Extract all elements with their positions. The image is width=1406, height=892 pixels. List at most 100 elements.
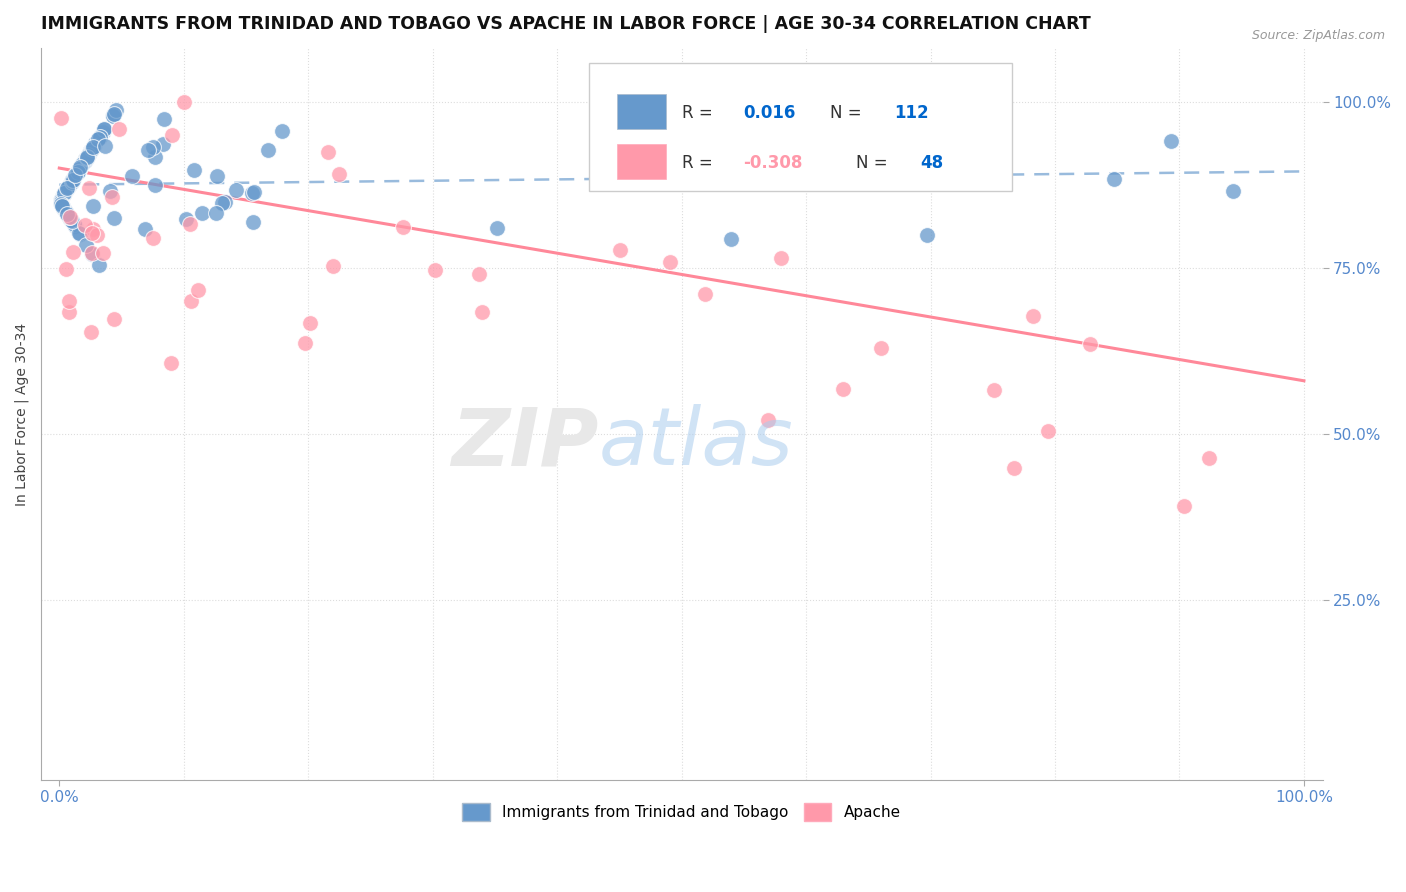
Point	[770, 153, 793, 168]
Point	[77, 147, 100, 161]
Point	[294, 336, 316, 351]
Point	[180, 293, 202, 308]
Point	[52, 187, 75, 202]
Point	[93, 121, 115, 136]
Point	[873, 160, 896, 174]
Point	[60, 214, 83, 228]
Point	[94, 139, 117, 153]
Point	[56, 207, 79, 221]
Point	[1022, 309, 1045, 323]
Point	[737, 171, 759, 186]
Point	[103, 107, 125, 121]
Point	[58, 305, 80, 319]
Point	[77, 181, 100, 195]
Text: N =: N =	[831, 103, 868, 122]
Point	[242, 215, 264, 229]
Point	[316, 145, 339, 159]
Point	[152, 136, 174, 151]
Point	[52, 201, 75, 215]
Point	[66, 166, 89, 180]
Point	[86, 228, 108, 243]
Point	[58, 293, 80, 308]
Text: IMMIGRANTS FROM TRINIDAD AND TOBAGO VS APACHE IN LABOR FORCE | AGE 30-34 CORRELA: IMMIGRANTS FROM TRINIDAD AND TOBAGO VS A…	[41, 15, 1091, 33]
Point	[66, 165, 89, 179]
Point	[612, 95, 634, 110]
Point	[49, 194, 72, 208]
Point	[62, 217, 84, 231]
Text: N =: N =	[856, 154, 893, 172]
Point	[82, 199, 104, 213]
Point	[84, 136, 107, 151]
Point	[832, 382, 855, 396]
Point	[58, 210, 80, 224]
Point	[79, 145, 101, 159]
Point	[183, 162, 205, 177]
Point	[51, 198, 73, 212]
Point	[191, 206, 214, 220]
Point	[69, 161, 91, 175]
Point	[77, 146, 100, 161]
Point	[77, 147, 100, 161]
Point	[485, 221, 508, 235]
Point	[59, 211, 82, 225]
Point	[101, 108, 124, 122]
Point	[91, 125, 114, 139]
Text: 0.016: 0.016	[744, 103, 796, 122]
Point	[69, 227, 91, 242]
Point	[75, 153, 97, 167]
Point	[915, 227, 938, 242]
Point	[392, 220, 415, 235]
Legend: Immigrants from Trinidad and Tobago, Apache: Immigrants from Trinidad and Tobago, Apa…	[457, 797, 907, 827]
Point	[49, 195, 72, 210]
Point	[51, 198, 73, 212]
Point	[59, 211, 82, 226]
Point	[56, 182, 79, 196]
Point	[107, 121, 129, 136]
Point	[298, 316, 321, 330]
Point	[1222, 184, 1244, 198]
Point	[211, 195, 233, 210]
Point	[152, 112, 174, 126]
Point	[52, 200, 75, 214]
Point	[322, 259, 344, 273]
Point	[187, 283, 209, 297]
Point	[49, 194, 72, 209]
Point	[89, 129, 111, 144]
Point	[66, 166, 89, 180]
Text: 112: 112	[894, 103, 929, 122]
Point	[67, 161, 90, 176]
Point	[72, 157, 94, 171]
Y-axis label: In Labor Force | Age 30-34: In Labor Force | Age 30-34	[15, 323, 30, 506]
Point	[52, 200, 75, 214]
Point	[83, 139, 105, 153]
Point	[134, 222, 156, 236]
Point	[55, 205, 77, 219]
Point	[467, 268, 489, 282]
Text: R =: R =	[682, 103, 717, 122]
Text: Source: ZipAtlas.com: Source: ZipAtlas.com	[1251, 29, 1385, 42]
Point	[983, 383, 1005, 397]
Bar	[617, 94, 666, 128]
Point	[53, 202, 76, 217]
Point	[103, 312, 125, 326]
Point	[160, 128, 183, 142]
Point	[63, 219, 86, 234]
Point	[257, 143, 280, 157]
Point	[101, 109, 124, 123]
Point	[53, 186, 76, 200]
Point	[58, 178, 80, 193]
Point	[79, 145, 101, 159]
Point	[60, 175, 83, 189]
Point	[720, 232, 742, 246]
Point	[55, 262, 77, 277]
Point	[51, 197, 73, 211]
Point	[214, 194, 236, 209]
Point	[65, 169, 87, 183]
Point	[49, 192, 72, 206]
Point	[82, 139, 104, 153]
Point	[609, 244, 631, 258]
Point	[160, 356, 183, 370]
Point	[52, 187, 75, 202]
Text: atlas: atlas	[599, 404, 793, 483]
Point	[756, 413, 779, 427]
